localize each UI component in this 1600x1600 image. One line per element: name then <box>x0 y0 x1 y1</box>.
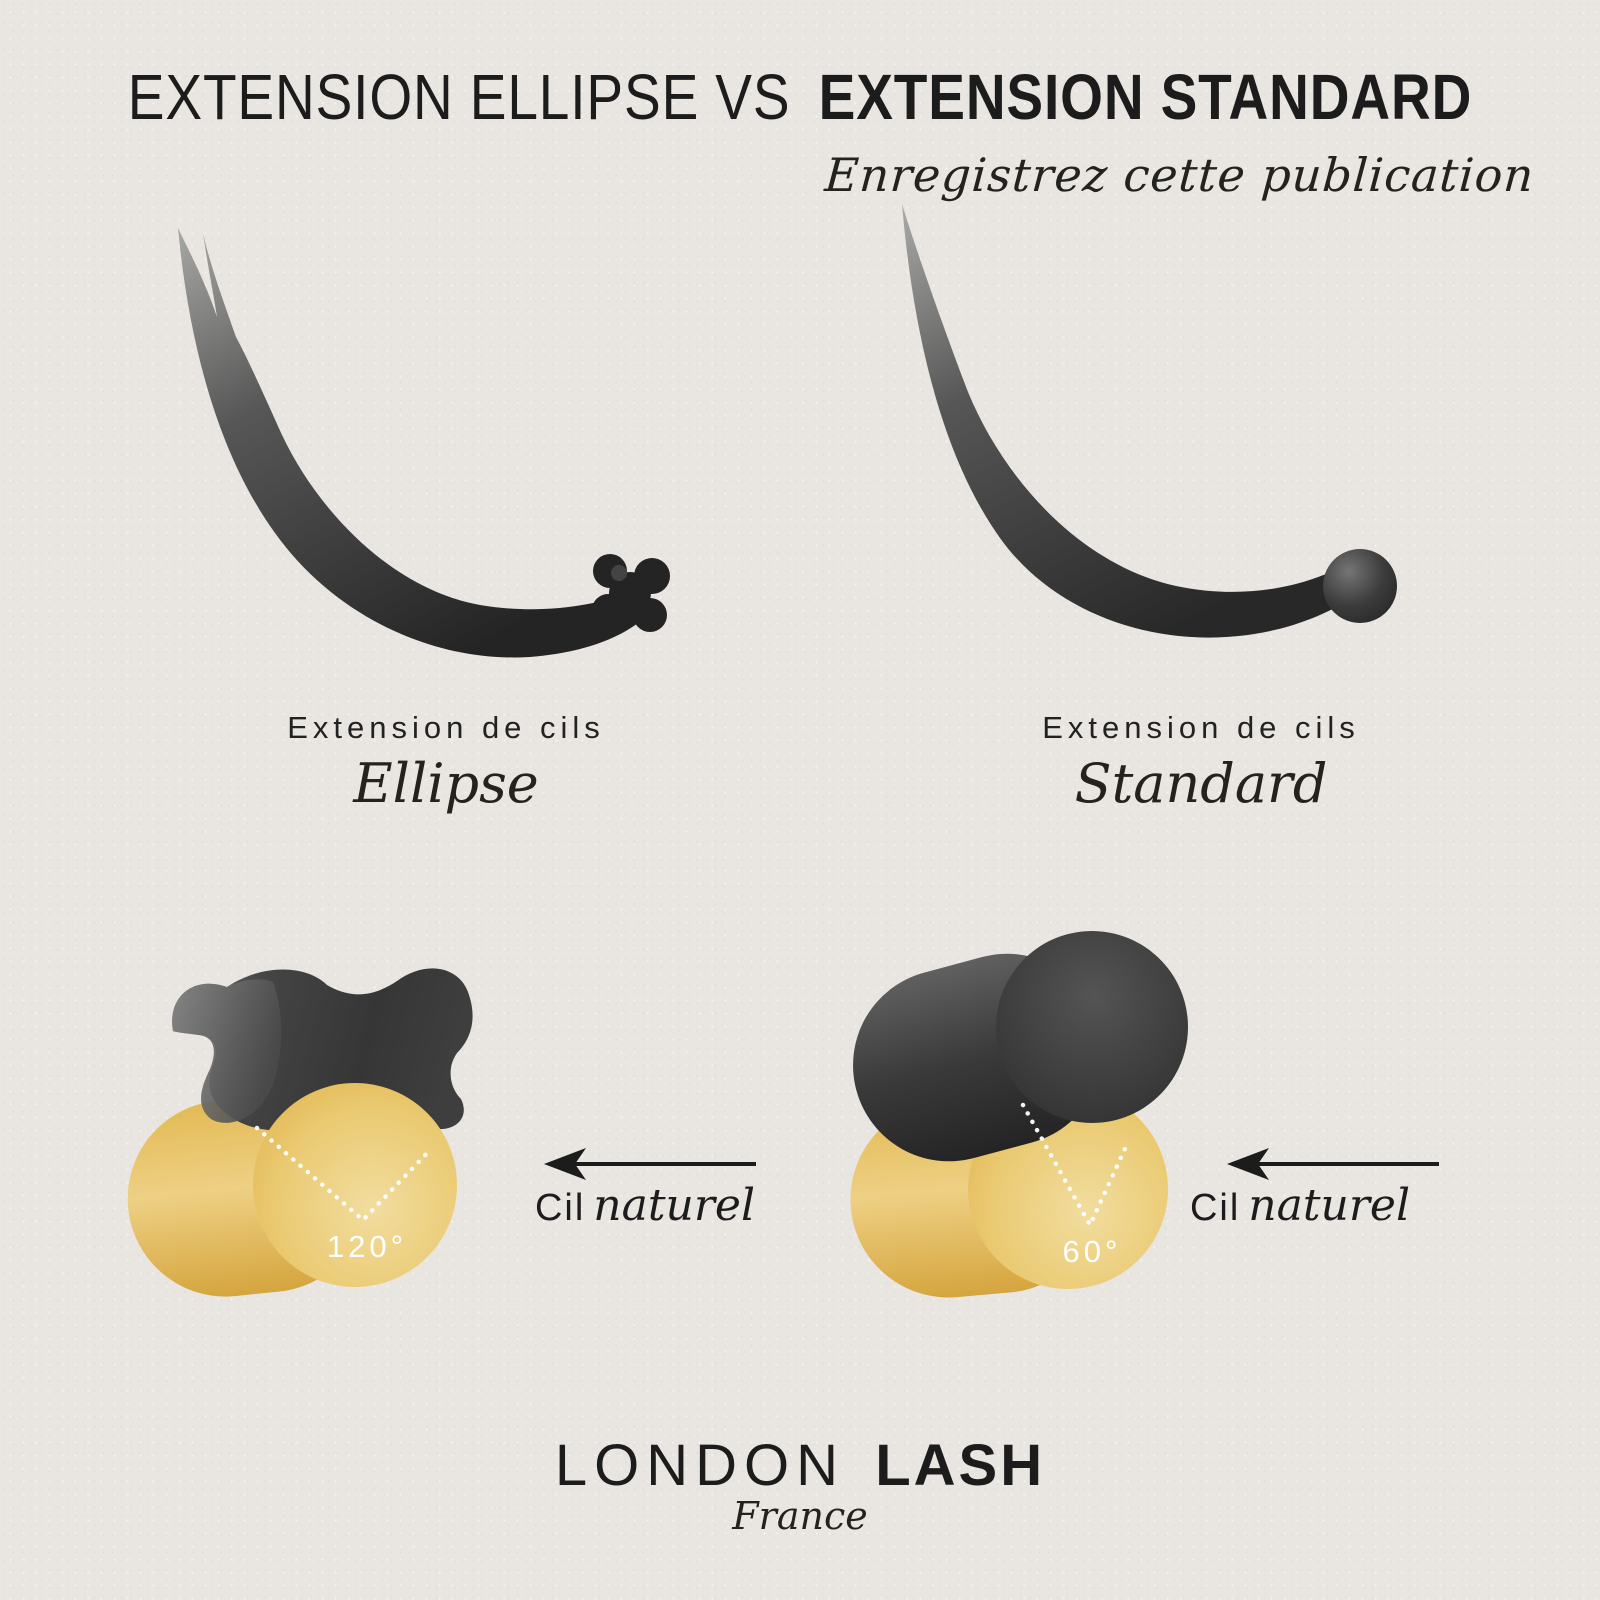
standard-cross-section-diagram: 60° <box>850 931 1188 1298</box>
standard-lash-illustration <box>902 204 1397 638</box>
title-light-segment: EXTENSION ELLIPSE VS <box>127 61 791 133</box>
save-post-note: Enregistrez cette publication <box>822 148 1536 202</box>
brand-logo: LONDON LASH <box>0 1432 1600 1499</box>
brand-first-word: LONDON <box>554 1433 846 1498</box>
natural-lash-word-script: naturel <box>593 1180 756 1231</box>
natural-lash-label-right: Cil naturel <box>1160 1180 1440 1231</box>
ellipse-tip-cross-section <box>592 554 670 632</box>
title-bold-segment: EXTENSION STANDARD <box>818 61 1473 133</box>
brand-region: France <box>732 1494 868 1538</box>
standard-caption-block: Extension de cils Standard <box>901 710 1501 815</box>
ellipse-extension-end-face <box>172 979 282 1123</box>
natural-lash-word: Cil <box>1189 1187 1241 1229</box>
angle-marker-dotted <box>254 1125 433 1224</box>
standard-tip-cross-section <box>1323 549 1397 623</box>
ellipse-caption: Extension de cils <box>287 710 605 745</box>
angle-label: 60° <box>1063 1234 1122 1269</box>
standard-caption-script: Standard <box>1074 752 1328 815</box>
arrow-left-icon <box>1227 1148 1439 1180</box>
ellipse-cross-section-diagram: 120° <box>127 968 473 1297</box>
standard-extension-cylinder <box>853 931 1188 1162</box>
natural-lash-word-script: naturel <box>1248 1180 1411 1231</box>
ellipse-caption-block: Extension de cils Ellipse <box>146 710 746 815</box>
ellipse-lash-body <box>178 228 651 658</box>
natural-lash-cylinder-face <box>253 1083 457 1287</box>
ellipse-lash-illustration <box>178 228 670 658</box>
natural-lash-label-left: Cil naturel <box>505 1180 785 1231</box>
angle-marker-dotted <box>1020 1102 1131 1230</box>
natural-lash-word: Cil <box>534 1187 586 1229</box>
standard-lash-body <box>902 204 1376 638</box>
brand-second-word: LASH <box>875 1433 1046 1498</box>
ellipse-caption-script: Ellipse <box>353 752 539 815</box>
standard-caption: Extension de cils <box>1042 710 1360 745</box>
arrow-left-icon <box>544 1148 756 1180</box>
angle-label: 120° <box>327 1229 407 1264</box>
page-title: EXTENSION ELLIPSE VS EXTENSION STANDARD <box>112 61 1488 133</box>
